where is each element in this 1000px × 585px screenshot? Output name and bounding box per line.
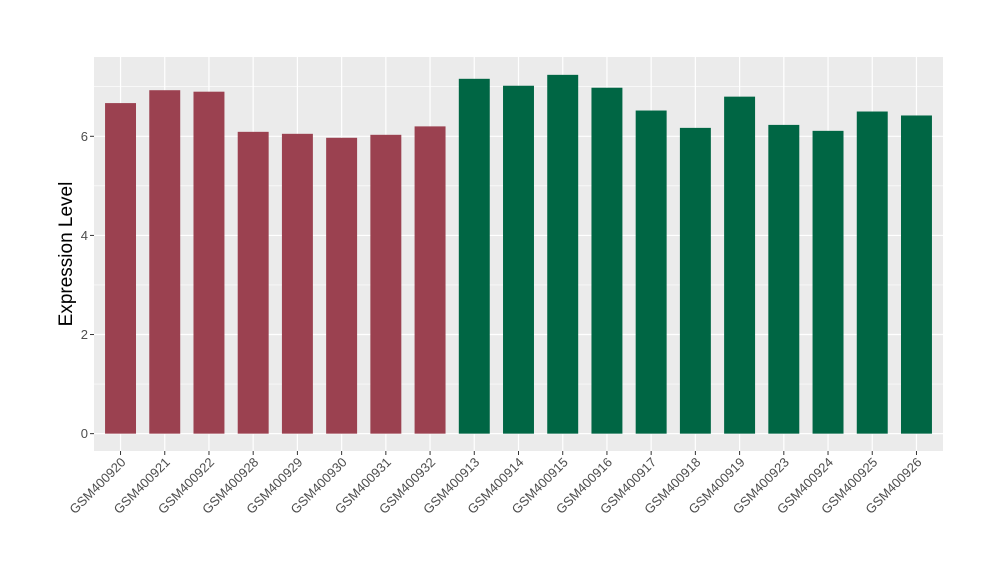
y-tick-label: 2 <box>81 327 88 342</box>
y-tick-label: 6 <box>81 129 88 144</box>
bar <box>547 74 579 434</box>
bars <box>105 74 932 434</box>
bar <box>458 78 490 434</box>
bar <box>149 90 181 434</box>
bar <box>856 111 888 434</box>
bar <box>900 115 932 434</box>
y-axis-title: Expression Level <box>56 182 77 327</box>
bar <box>281 133 313 434</box>
bar <box>193 91 225 434</box>
bar <box>635 110 667 434</box>
y-tick-label: 0 <box>81 426 88 441</box>
bar <box>414 126 446 434</box>
bar <box>768 124 800 434</box>
y-tick-label: 4 <box>81 228 88 243</box>
bar <box>812 130 844 434</box>
bar <box>370 134 402 434</box>
bar <box>591 87 623 434</box>
bar <box>679 127 711 434</box>
bar <box>503 85 534 434</box>
bar <box>105 103 137 434</box>
bar <box>724 96 756 434</box>
bar <box>237 131 269 434</box>
y-axis: 0 2 4 6 <box>81 129 94 441</box>
x-axis: GSM400920GSM400921GSM400922GSM400928GSM4… <box>66 451 925 517</box>
bar <box>326 137 358 434</box>
